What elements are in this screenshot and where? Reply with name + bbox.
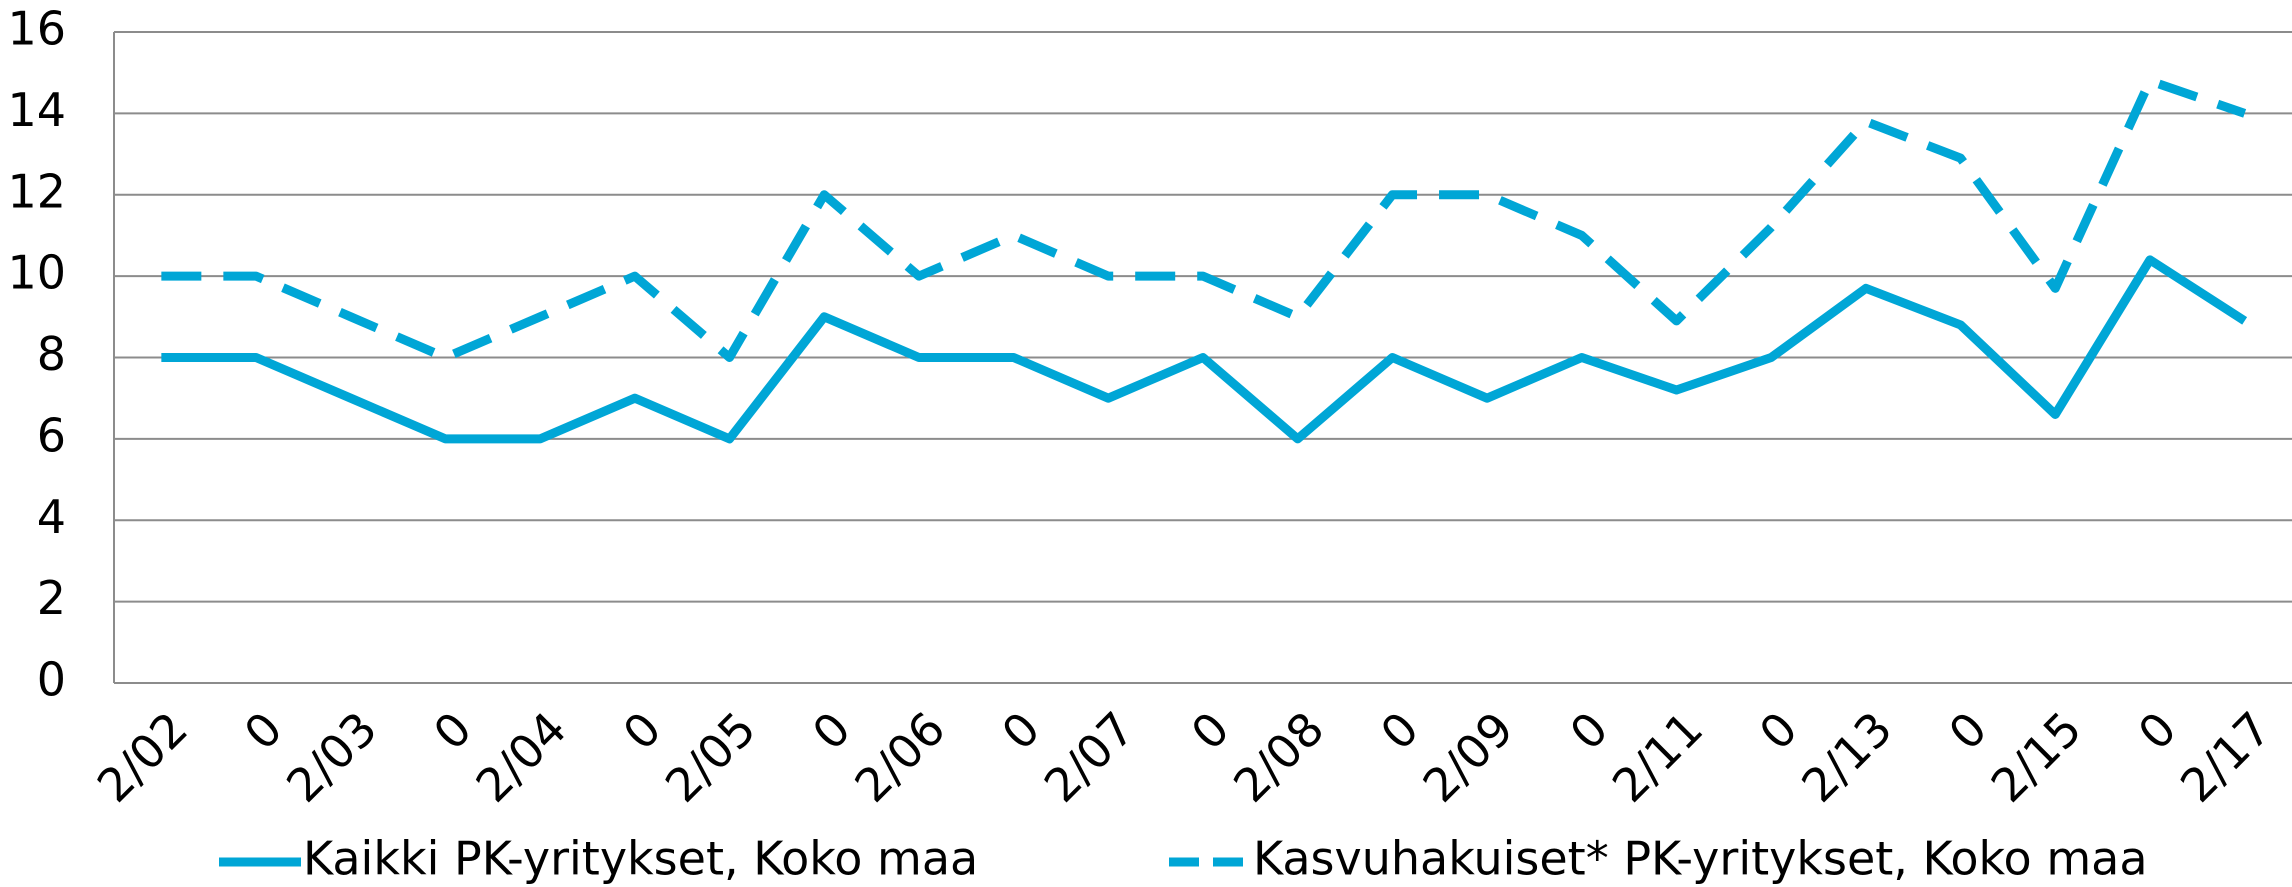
y-tick-label: 0 [37, 653, 66, 707]
x-tick-label: 2/09 [1412, 701, 1523, 812]
x-tick-label: 0 [991, 701, 1050, 760]
x-tick-label: 2/06 [844, 701, 955, 812]
x-tick-label: 0 [423, 701, 482, 760]
x-tick-label: 0 [2128, 701, 2187, 760]
x-tick-label: 2/05 [655, 701, 766, 812]
x-tick-label: 2/15 [1981, 701, 2092, 812]
y-tick-label: 10 [7, 246, 66, 300]
line-series [161, 76, 2247, 362]
y-tick-label: 4 [37, 490, 66, 544]
line-series [161, 255, 2248, 444]
x-tick-label: 0 [1181, 701, 1240, 760]
x-tick-label: 0 [1560, 701, 1619, 760]
y-tick-label: 8 [37, 327, 66, 381]
x-tick-label: 0 [1749, 701, 1808, 760]
x-tick-label: 2/11 [1602, 701, 1713, 812]
y-tick-label: 6 [37, 408, 66, 462]
x-tick-label: 0 [1370, 701, 1429, 760]
x-tick-label: 2/02 [87, 701, 198, 812]
y-tick-label: 12 [7, 164, 66, 218]
legend-label: Kasvuhakuiset* PK-yritykset, Koko maa [1253, 832, 2148, 886]
x-tick-label: 2/07 [1034, 701, 1145, 812]
x-tick-label: 2/17 [2170, 701, 2281, 812]
x-tick-label: 2/04 [466, 701, 577, 812]
x-tick-label: 2/13 [1791, 701, 1902, 812]
y-tick-label: 16 [7, 2, 66, 56]
x-tick-label: 2/08 [1223, 701, 1334, 812]
x-tick-label: 0 [802, 701, 861, 760]
x-tick-label: 2/03 [276, 701, 387, 812]
legend-label: Kaikki PK-yritykset, Koko maa [303, 832, 978, 886]
y-tick-label: 14 [7, 83, 66, 137]
y-tick-label: 2 [37, 571, 66, 625]
x-tick-label: 0 [234, 701, 293, 760]
x-tick-label: 0 [1938, 701, 1997, 760]
x-tick-label: 0 [613, 701, 672, 760]
